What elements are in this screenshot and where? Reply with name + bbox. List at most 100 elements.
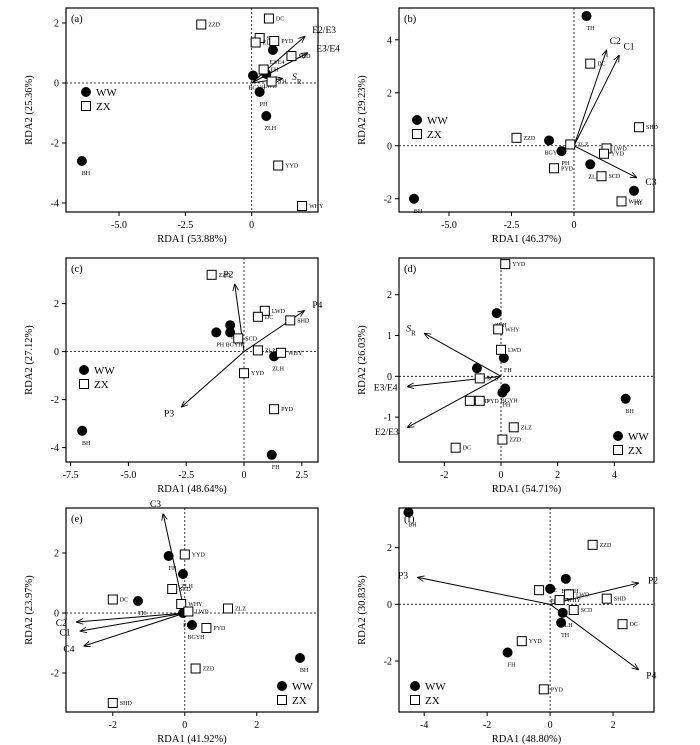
zx-point — [474, 395, 485, 406]
vector-arrow — [425, 333, 502, 377]
ww-point-label: BH — [82, 441, 91, 447]
y-axis-label: RDA2 (29.23%) — [357, 75, 368, 145]
ww-point — [267, 45, 278, 55]
ww-point — [620, 393, 631, 404]
plot-frame — [398, 7, 655, 213]
ww-point — [557, 607, 568, 618]
y-axis-label: RDA2 (23.97%) — [24, 575, 35, 645]
zx-point — [206, 269, 217, 280]
legend: WW ZX — [277, 681, 313, 707]
y-tick-label: -2 — [384, 194, 392, 205]
x-tick-label: -2.5 — [504, 220, 520, 231]
panel-d: -2 0 2 4 2 1 0 -1 RDA1 (54.71%) RDA2 (26.03%) (d) S… — [357, 257, 655, 495]
zx-point-label: WHY — [288, 351, 303, 357]
legend-ww-label: WW — [427, 115, 448, 127]
zx-point-label: LWD — [576, 592, 590, 598]
zx-point-label: SHD — [646, 125, 659, 131]
zx-point-label: SHD — [297, 318, 310, 324]
zx-point-label: WHY — [567, 598, 582, 604]
ww-point-label: BGYH — [187, 635, 205, 641]
ww-point-label: FH — [504, 368, 512, 374]
y-tick-label: 1 — [387, 331, 392, 342]
panel-label: (c) — [71, 264, 83, 275]
y-tick-label: -2 — [51, 669, 59, 680]
zx-point-label: ZLZ — [235, 607, 246, 613]
zx-point-label: DC — [120, 598, 128, 604]
zx-point — [554, 595, 565, 606]
zx-point — [263, 13, 274, 24]
zx-point — [201, 623, 212, 633]
x-tick-label: 0 — [499, 470, 504, 481]
x-axis-label: RDA1 (48.80%) — [492, 734, 562, 745]
x-tick-label: -2.5 — [177, 220, 193, 231]
vector-label: P2 — [648, 577, 658, 587]
ww-point-label: BH — [82, 171, 91, 177]
vector-label: C3 — [645, 178, 656, 188]
plot-frame — [65, 507, 319, 713]
ww-point-label: PH — [562, 161, 570, 167]
y-tick-label: 2 — [54, 19, 59, 30]
vector-arrow — [418, 577, 551, 605]
zx-point-label: FH — [271, 68, 279, 74]
zx-point — [450, 442, 461, 453]
x-tick-label: -2 — [440, 470, 448, 481]
ww-point-label: LWD — [264, 84, 278, 90]
zx-point-label: WHY — [629, 199, 644, 205]
vector-label: E3/E4 — [374, 384, 398, 394]
legend-zx-marker — [79, 379, 89, 389]
legend-zx-marker — [81, 101, 91, 111]
ww-point-label: FH — [169, 566, 177, 572]
zx-point — [286, 51, 297, 61]
legend-zx-label: ZX — [425, 695, 440, 707]
zx-point — [233, 333, 244, 344]
legend-ww-label: WW — [96, 87, 117, 99]
y-axis-label: RDA2 (27.12%) — [24, 325, 35, 395]
ww-point — [254, 87, 265, 97]
legend: WW ZX — [410, 681, 446, 707]
legend-ww-label: WW — [628, 431, 649, 443]
ww-point-label: PH — [550, 599, 558, 605]
ww-point — [187, 620, 197, 630]
ww-point — [211, 327, 222, 338]
zx-point — [497, 434, 508, 445]
zx-point — [266, 76, 277, 87]
x-tick-label: 2 — [555, 470, 560, 481]
zx-point-label: ZLZ — [265, 348, 276, 354]
zx-point-label: ZZD — [208, 23, 220, 29]
y-tick-label: -2 — [51, 395, 59, 406]
zx-point-label: PYD — [561, 166, 574, 172]
zx-point — [601, 593, 612, 604]
zx-point-label: LWD — [508, 348, 522, 354]
zx-point-label: TH — [279, 80, 288, 86]
vector-label: P4 — [312, 301, 322, 311]
zx-point-label: SHD — [120, 701, 133, 707]
vector-arrow — [573, 50, 607, 146]
zx-point — [493, 324, 504, 335]
zx-point-label: DC — [463, 446, 471, 452]
zx-point-label: YYD — [512, 262, 526, 268]
panel-c: -7.5 -5.0 -2.5 0 2.5 2 0 -2 -4 RDA1 (48.64%) RDA2 … — [24, 257, 323, 495]
y-tick-label: 2 — [387, 543, 392, 554]
ww-point — [544, 135, 554, 146]
legend-zx-label: ZX — [94, 379, 109, 391]
ww-point-label: TH — [138, 611, 147, 617]
ww-point-label: TH — [587, 26, 596, 32]
ww-point — [556, 146, 567, 157]
ww-point — [133, 596, 143, 606]
ww-point-label: BH — [625, 409, 634, 415]
x-tick-label: 0 — [182, 720, 187, 731]
legend-ww-label: WW — [425, 681, 446, 693]
vector-label: C3 — [150, 500, 161, 510]
vector-label: P3 — [398, 571, 408, 581]
zx-point-label: SCD — [487, 376, 499, 382]
zx-point-label: YYD — [192, 553, 206, 559]
legend-ww-marker — [412, 115, 422, 125]
panel-a: -5.0 -2.5 0 2 0 -2 -4 RDA1 (53.88%) RDA2 (25.36%… — [24, 7, 340, 245]
y-tick-label: 4 — [387, 35, 392, 46]
vector-arrow — [573, 56, 619, 146]
vector-label: P4 — [646, 671, 656, 681]
zx-point-label: ZLZ — [263, 41, 274, 47]
zx-point-label: LWD — [272, 309, 286, 315]
x-tick-label: -2 — [109, 720, 117, 731]
zx-point — [549, 163, 559, 174]
